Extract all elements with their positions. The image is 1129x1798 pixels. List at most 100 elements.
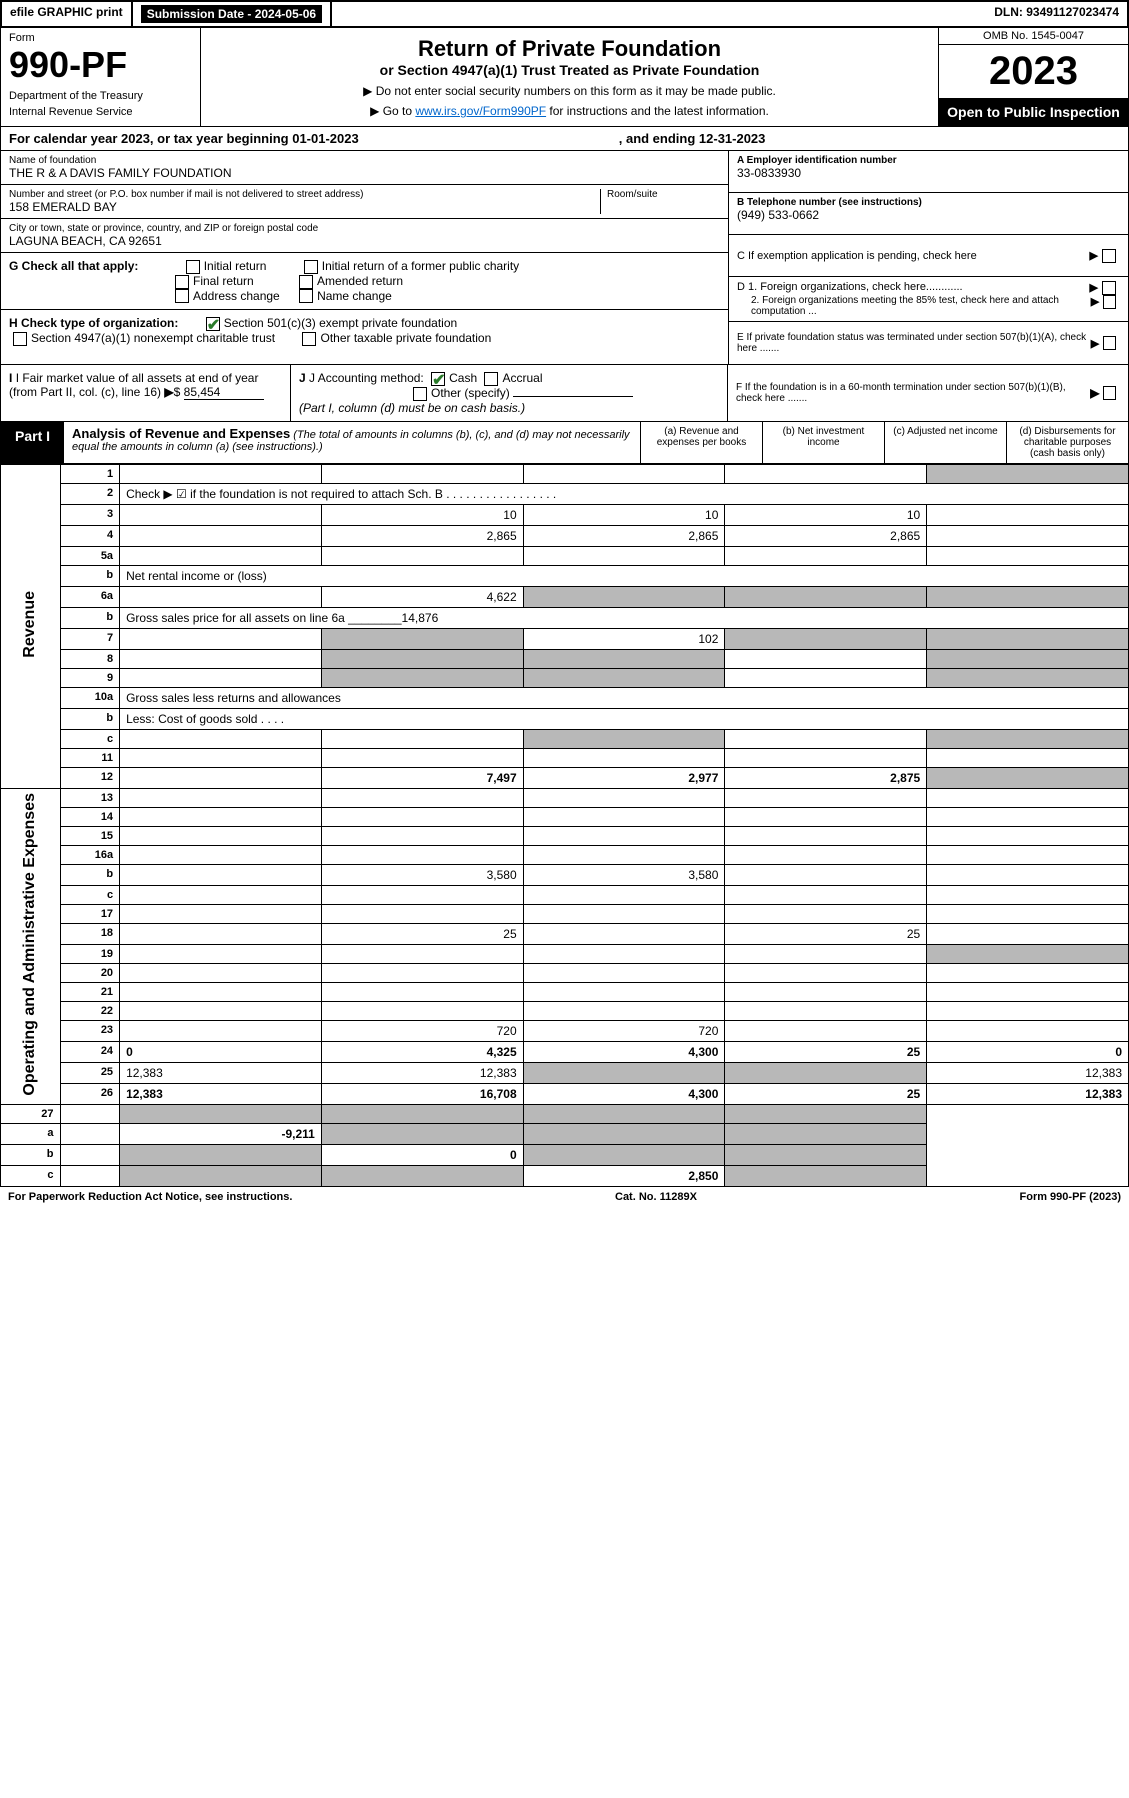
line-description <box>120 729 322 748</box>
checkbox-name-change[interactable] <box>299 289 313 303</box>
cell-value: 2,875 <box>725 767 927 788</box>
d1-label: D 1. Foreign organizations, check here..… <box>737 281 963 295</box>
line-description <box>120 963 322 982</box>
cell-value <box>523 807 725 826</box>
checkbox-f[interactable] <box>1103 386 1116 400</box>
checkbox-accrual[interactable] <box>484 372 498 386</box>
checkbox-address-change[interactable] <box>175 289 189 303</box>
cell-value: 720 <box>321 1020 523 1041</box>
cell-value <box>120 1144 322 1165</box>
cell-value <box>523 1001 725 1020</box>
cell-value <box>927 845 1129 864</box>
cell-value <box>321 885 523 904</box>
city-label: City or town, state or province, country… <box>9 223 720 234</box>
checkbox-d2[interactable] <box>1103 295 1116 309</box>
cell-value <box>725 788 927 807</box>
line-description <box>120 586 322 607</box>
line-description <box>120 923 322 944</box>
cell-value: 4,300 <box>523 1083 725 1104</box>
checkbox-final-return[interactable] <box>175 275 189 289</box>
cell-value <box>523 826 725 845</box>
line-number: 2 <box>60 483 120 504</box>
line-description <box>120 1020 322 1041</box>
line-description: 12,383 <box>120 1062 322 1083</box>
checkbox-cash[interactable] <box>431 372 445 386</box>
dln: DLN: 93491127023474 <box>986 2 1127 26</box>
street-address: 158 EMERALD BAY <box>9 200 600 214</box>
cell-value <box>927 1001 1129 1020</box>
addr-label: Number and street (or P.O. box number if… <box>9 189 600 200</box>
irs-link[interactable]: www.irs.gov/Form990PF <box>415 104 546 118</box>
line-description <box>120 1001 322 1020</box>
cat-number: Cat. No. 11289X <box>615 1191 697 1203</box>
cell-value <box>321 628 523 649</box>
checkbox-exemption[interactable] <box>1102 249 1116 263</box>
checkbox-amended[interactable] <box>299 275 313 289</box>
cell-value <box>725 748 927 767</box>
cell-value <box>725 944 927 963</box>
line-number: 25 <box>60 1062 120 1083</box>
line-number: 20 <box>60 963 120 982</box>
d2-label: 2. Foreign organizations meeting the 85%… <box>737 295 1091 317</box>
submission-date: Submission Date - 2024-05-06 <box>141 5 322 23</box>
cell-value: 25 <box>725 1041 927 1062</box>
checkbox-other-method[interactable] <box>413 387 427 401</box>
line-number: 5a <box>60 546 120 565</box>
cell-value: 2,865 <box>321 525 523 546</box>
cell-value <box>725 729 927 748</box>
cell-value <box>725 904 927 923</box>
cell-value: 0 <box>321 1144 523 1165</box>
line-description <box>60 1104 120 1123</box>
checkbox-501c3[interactable] <box>206 317 220 331</box>
line-number: 24 <box>60 1041 120 1062</box>
cell-value <box>725 668 927 687</box>
cell-value <box>321 963 523 982</box>
cell-value <box>927 963 1129 982</box>
checkbox-initial-former[interactable] <box>304 260 318 274</box>
exemption-label: C If exemption application is pending, c… <box>737 250 977 262</box>
tax-year: 2023 <box>939 45 1128 98</box>
section-i: I I Fair market value of all assets at e… <box>1 365 291 421</box>
cell-value <box>927 748 1129 767</box>
line-number: 23 <box>60 1020 120 1041</box>
top-bar: efile GRAPHIC print Submission Date - 20… <box>0 0 1129 28</box>
checkbox-e[interactable] <box>1103 336 1116 350</box>
cell-value <box>523 649 725 668</box>
col-b-header: (b) Net investment income <box>762 422 884 463</box>
cell-value <box>321 729 523 748</box>
cell-value <box>321 1123 523 1144</box>
line-number: 27 <box>1 1104 61 1123</box>
cell-value: 102 <box>523 628 725 649</box>
phone-label: B Telephone number (see instructions) <box>737 197 922 208</box>
line-number: b <box>60 607 120 628</box>
line-description <box>60 1165 120 1186</box>
line-number: 17 <box>60 904 120 923</box>
cell-value <box>120 1104 322 1123</box>
checkbox-4947[interactable] <box>13 332 27 346</box>
cell-value <box>321 668 523 687</box>
line-description <box>120 748 322 767</box>
name-label: Name of foundation <box>9 155 720 166</box>
cell-value: 4,622 <box>321 586 523 607</box>
line-number: 6a <box>60 586 120 607</box>
cell-value <box>725 1144 927 1165</box>
cell-value <box>523 963 725 982</box>
cell-value <box>321 1001 523 1020</box>
checkbox-initial-return[interactable] <box>186 260 200 274</box>
line-number: b <box>60 708 120 729</box>
form-ref: Form 990-PF (2023) <box>1020 1191 1121 1203</box>
cell-value <box>725 1165 927 1186</box>
cell-value: 25 <box>725 923 927 944</box>
cell-value <box>927 1020 1129 1041</box>
cell-value: 2,865 <box>725 525 927 546</box>
cell-value <box>321 807 523 826</box>
ein-label: A Employer identification number <box>737 155 897 166</box>
checkbox-other-taxable[interactable] <box>302 332 316 346</box>
line-number: 18 <box>60 923 120 944</box>
line-description <box>120 885 322 904</box>
checkbox-d1[interactable] <box>1102 281 1116 295</box>
line-number: a <box>1 1123 61 1144</box>
calendar-year-row: For calendar year 2023, or tax year begi… <box>0 127 1129 151</box>
cell-value <box>725 864 927 885</box>
cell-value <box>927 807 1129 826</box>
